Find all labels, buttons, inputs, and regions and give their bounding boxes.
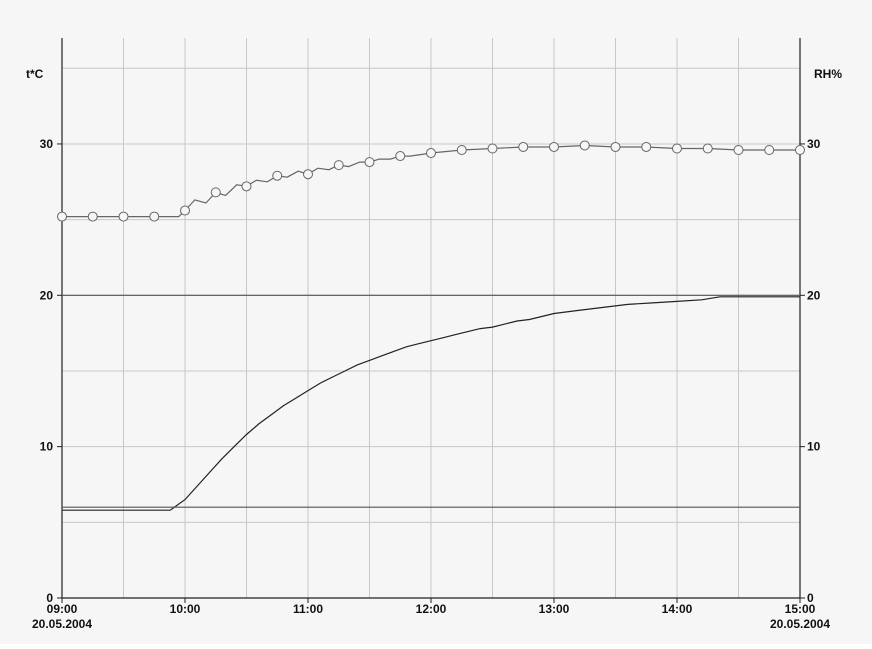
y-left-tick-label: 0 xyxy=(46,591,53,605)
series-point xyxy=(210,187,221,198)
series xyxy=(57,140,805,511)
x-tick-label: 11:00 xyxy=(293,602,323,616)
series-point xyxy=(610,141,621,152)
series-point xyxy=(333,160,344,171)
x-tick-label: 13:00 xyxy=(539,602,570,616)
series-point xyxy=(241,181,252,192)
series-point xyxy=(118,211,129,222)
y-left-tick-label: 30 xyxy=(40,137,54,151)
y-right-tick-label: 30 xyxy=(807,137,821,151)
series-point xyxy=(456,145,467,155)
series-line-0 xyxy=(62,144,800,218)
series-point xyxy=(733,145,744,155)
x-tick-label: 09:00 xyxy=(47,602,78,616)
y-right-tick-label: 0 xyxy=(807,591,814,605)
series-point xyxy=(57,211,67,222)
series-point xyxy=(549,141,559,152)
series-point xyxy=(426,148,436,159)
series-point xyxy=(272,170,283,181)
axis-labels: t*C RH% 20.05.2004 20.05.2004 0 10 20 30 0 10… xyxy=(26,67,842,631)
x-tick-label: 12:00 xyxy=(416,602,447,616)
y-right-unit: RH% xyxy=(814,67,842,81)
series-line-1 xyxy=(62,296,800,511)
series-point xyxy=(303,169,313,180)
series-point xyxy=(87,211,98,222)
series-point xyxy=(149,211,160,222)
axes xyxy=(57,38,805,603)
series-point xyxy=(518,141,529,152)
x-end-date: 20.05.2004 xyxy=(770,617,830,631)
y-right-tick-label: 20 xyxy=(807,288,821,302)
series-point xyxy=(641,141,652,152)
y-left-tick-label: 20 xyxy=(40,288,54,302)
x-tick-label: 15:00 xyxy=(785,602,816,616)
series-point xyxy=(487,143,498,154)
series-point xyxy=(672,143,682,154)
y-right-tick-label: 10 xyxy=(807,440,821,454)
series-point xyxy=(579,140,590,151)
series-point xyxy=(702,143,713,154)
y-left-unit: t*C xyxy=(26,67,44,81)
x-tick-label: 14:00 xyxy=(662,602,693,616)
x-start-date: 20.05.2004 xyxy=(32,617,92,631)
series-point xyxy=(764,145,775,155)
series-point xyxy=(180,205,190,216)
grid xyxy=(61,38,801,598)
y-left-tick-label: 10 xyxy=(40,440,54,454)
x-tick-label: 10:00 xyxy=(170,602,201,616)
series-point xyxy=(395,151,406,162)
series-point xyxy=(364,157,375,168)
series-point xyxy=(795,145,805,155)
